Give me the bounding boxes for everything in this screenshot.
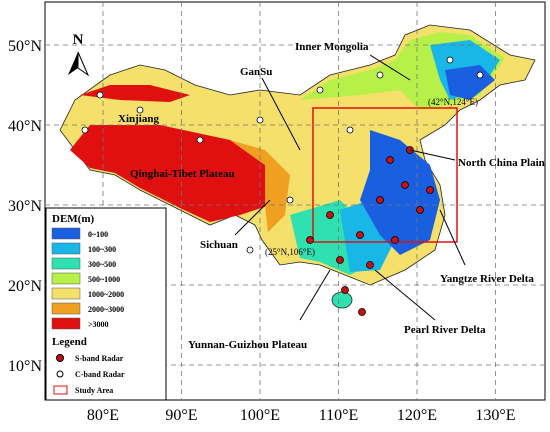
region-label: Pearl River Delta <box>404 324 486 336</box>
y-tick-label: 30°N <box>8 198 42 215</box>
y-tick-label: 20°N <box>8 278 42 295</box>
legend-swatch <box>51 272 81 285</box>
legend-entry: 1000~2000 <box>88 290 124 299</box>
x-tick-label: 100°E <box>240 407 280 424</box>
region-label: Sichuan <box>200 239 238 251</box>
c-band-symbol <box>56 370 64 378</box>
region-label: North China Plain <box>458 157 545 169</box>
legend-entry: 0~100 <box>88 230 108 239</box>
legend-swatch <box>51 317 81 330</box>
legend-entry: Study Area <box>75 386 113 395</box>
x-tick-label: 130°E <box>475 407 515 424</box>
radar-sites <box>306 146 434 316</box>
c-band-sites <box>81 56 484 254</box>
legend-entry: 2000~3000 <box>88 305 124 314</box>
legend-entry: 500~1000 <box>88 275 120 284</box>
s-band-symbol <box>56 354 64 362</box>
y-tick-label: 10°N <box>8 358 42 375</box>
leaders <box>234 54 466 321</box>
legend-swatch <box>51 257 81 270</box>
x-tick-label: 120°E <box>397 407 437 424</box>
study-area-symbol <box>53 385 68 395</box>
region-label: GanSu <box>240 66 272 78</box>
north-label: N <box>73 32 84 48</box>
x-tick-label: 110°E <box>319 407 359 424</box>
legend-entry: 100~300 <box>88 245 116 254</box>
legend-entry: S-band Radar <box>75 354 124 363</box>
legend-entry: 300~500 <box>88 260 116 269</box>
y-tick-label: 50°N <box>8 38 42 55</box>
legend-title: DEM(m) <box>52 213 94 225</box>
north-arrow: N <box>68 32 90 77</box>
legend-swatch <box>51 242 81 255</box>
legend: DEM(m) Legend S-band Radar C-band Radar … <box>45 207 167 401</box>
y-tick-label: 40°N <box>8 118 42 135</box>
legend-swatch <box>51 227 81 240</box>
legend-entry: C-band Radar <box>75 370 125 379</box>
legend-swatch <box>51 287 81 300</box>
legend-entry: >3000 <box>88 320 109 329</box>
study-area <box>312 107 458 243</box>
region-label: Yunnan-Guizhou Plateau <box>188 339 307 351</box>
legend-swatch <box>51 302 81 315</box>
corner-label: (25°N,106°E) <box>265 247 315 257</box>
x-tick-label: 80°E <box>87 407 119 424</box>
x-tick-label: 90°E <box>165 407 197 424</box>
corner-label: (42°N,124°E) <box>428 97 478 107</box>
region-label: Yangtze River Delta <box>440 273 534 285</box>
region-label: Xinjiang <box>118 113 159 125</box>
region-label: Qinghai-Tibet Plateau <box>130 168 235 180</box>
legend-title: Legend <box>52 336 87 348</box>
region-label: Inner Mongolia <box>295 41 369 53</box>
